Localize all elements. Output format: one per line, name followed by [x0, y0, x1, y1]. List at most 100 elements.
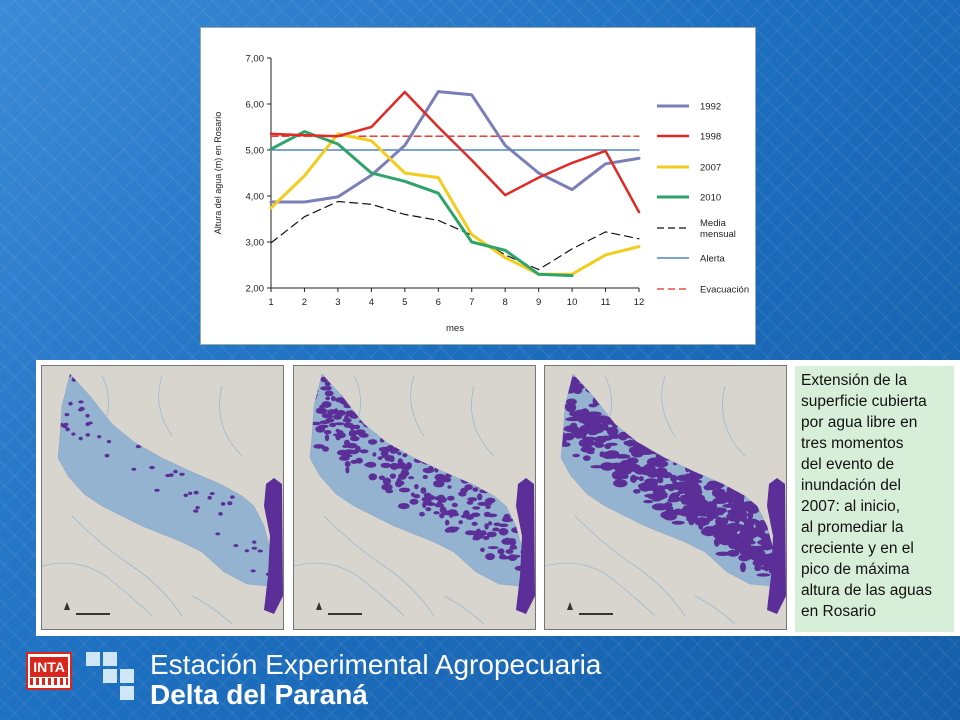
flooded-patch — [655, 485, 667, 491]
flooded-patch — [355, 445, 361, 453]
flooded-patch — [402, 453, 408, 458]
flooded-patch — [230, 495, 235, 499]
map-caption: Extensión de la superficie cubierta por … — [795, 366, 954, 632]
flooded-patch — [480, 547, 485, 552]
flooded-patch — [741, 518, 758, 524]
cross-logo-square — [103, 669, 117, 683]
flooded-patch — [587, 424, 592, 433]
flooded-patch — [439, 513, 445, 519]
flooded-patch — [252, 540, 257, 544]
flooded-patch — [345, 451, 351, 457]
flooded-patch — [85, 433, 91, 437]
flooded-patch — [656, 475, 663, 480]
flooded-patch — [741, 545, 750, 553]
series-line-1992 — [269, 90, 641, 204]
flooded-patch — [509, 546, 518, 550]
north-arrow-icon — [64, 602, 70, 610]
flooded-patch — [380, 451, 389, 456]
y-tick-label: 3,00 — [246, 238, 265, 249]
flooded-patch — [753, 528, 766, 537]
flooded-patch — [472, 534, 481, 541]
x-tick-label: 10 — [567, 297, 578, 308]
flooded-patch — [750, 546, 764, 552]
flooded-patch — [675, 483, 683, 490]
y-tick-label: 4,00 — [246, 192, 265, 203]
flooded-patch — [694, 517, 710, 527]
flood-map-start — [41, 365, 284, 630]
flooded-patch — [731, 497, 745, 507]
flooded-patch — [430, 496, 442, 500]
scale-bar — [76, 613, 110, 615]
map-river — [694, 595, 736, 625]
flooded-patch — [482, 535, 490, 540]
flooded-patch — [350, 435, 360, 442]
flood-map-svg — [545, 366, 786, 629]
caption-line: en Rosario — [801, 603, 876, 620]
flooded-patch — [106, 440, 112, 444]
flooded-patch — [215, 532, 221, 536]
flooded-patch — [499, 554, 506, 559]
flooded-patch — [97, 435, 102, 439]
flooded-patch — [599, 451, 605, 458]
flooded-patch — [465, 530, 475, 536]
flooded-patch — [703, 513, 719, 517]
flooded-patch — [85, 413, 90, 418]
flooded-patch — [738, 554, 751, 562]
flooded-patch — [345, 466, 350, 474]
flooded-patch — [686, 518, 696, 522]
flooded-patch — [85, 422, 90, 427]
map-river — [353, 375, 362, 417]
flooded-patch — [63, 422, 69, 426]
flooded-patch — [634, 466, 648, 475]
footer-title-line1: Estación Experimental Agropecuaria — [150, 649, 602, 680]
flooded-patch — [648, 459, 664, 466]
flooded-patch — [628, 446, 645, 455]
map-river — [410, 375, 425, 437]
flooded-patch — [423, 492, 432, 498]
flooded-patch — [488, 521, 493, 526]
x-tick-label: 9 — [536, 297, 541, 308]
map-river — [219, 385, 243, 457]
map-river — [323, 515, 435, 617]
flooded-patch — [78, 400, 84, 404]
flooded-patch — [436, 501, 443, 506]
flooded-patch — [447, 509, 458, 516]
flooded-patch — [398, 503, 410, 510]
flooded-patch — [331, 395, 336, 402]
flooded-patch — [193, 490, 199, 495]
flooded-patch — [368, 439, 378, 445]
flooded-patch — [233, 544, 239, 548]
map-river — [443, 595, 485, 625]
footer-title: Estación Experimental Agropecuaria Delta… — [150, 650, 601, 710]
flooded-patch — [433, 480, 445, 488]
flooded-patch — [580, 408, 590, 417]
legend-label-part: Media — [700, 218, 727, 229]
flooded-patch — [165, 473, 171, 478]
flooded-patch — [64, 413, 70, 417]
flooded-patch — [485, 553, 495, 561]
flooded-patch — [666, 483, 678, 488]
flooded-patch — [706, 515, 714, 522]
series-line-media-mensual — [270, 200, 640, 271]
flooded-patch — [655, 490, 667, 501]
map-river — [294, 562, 405, 617]
flooded-patch — [382, 477, 392, 485]
flooded-patch — [694, 483, 700, 491]
x-tick-label: 3 — [335, 297, 340, 308]
flooded-patch — [714, 507, 725, 516]
flooded-patch — [441, 477, 452, 483]
map-river-channel — [767, 478, 786, 614]
flooded-patch — [584, 441, 599, 446]
caption-line: tres momentos — [801, 435, 904, 452]
flooded-patch — [447, 485, 452, 489]
flooded-patch — [389, 473, 396, 479]
flooded-patch — [572, 453, 580, 458]
map-river-channel — [264, 478, 283, 614]
flooded-patch — [703, 501, 718, 511]
flooded-patch — [717, 533, 730, 538]
flooded-patch — [726, 549, 740, 557]
flooded-patch — [209, 492, 215, 496]
flooded-patch — [397, 451, 402, 456]
x-tick-label: 2 — [302, 297, 307, 308]
flooded-patch — [485, 497, 496, 504]
